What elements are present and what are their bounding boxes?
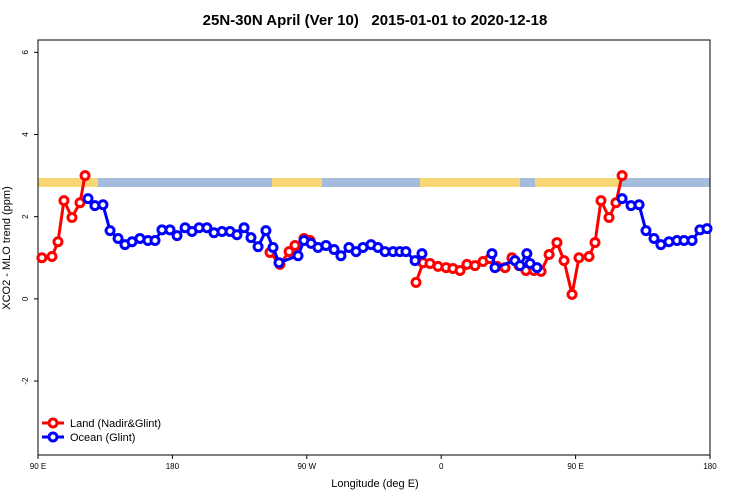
land-strip <box>272 178 322 187</box>
x-axis-label: Longitude (deg E) <box>331 478 418 490</box>
point <box>320 239 332 251</box>
point <box>289 239 301 251</box>
point <box>701 223 713 235</box>
point <box>543 248 555 260</box>
point <box>566 288 578 300</box>
point <box>46 251 58 263</box>
point <box>36 252 48 264</box>
series-line <box>41 175 624 295</box>
point <box>409 255 421 267</box>
land-ocean-strip <box>38 178 710 187</box>
point <box>410 276 422 288</box>
point <box>171 230 183 242</box>
point <box>74 197 86 209</box>
point <box>292 250 304 262</box>
point <box>551 237 563 249</box>
point <box>201 222 213 234</box>
point <box>573 252 585 264</box>
point <box>603 212 615 224</box>
chart-title: 25N-30N April (Ver 10) 2015-01-01 to 202… <box>203 12 548 29</box>
point <box>616 193 628 205</box>
x-tick-label: 0 <box>439 462 444 471</box>
point <box>260 225 272 237</box>
point <box>521 248 533 260</box>
point <box>595 195 607 207</box>
land-strip <box>420 178 520 187</box>
legend-marker <box>47 431 59 443</box>
point <box>633 199 645 211</box>
point <box>583 251 595 263</box>
point <box>514 260 526 272</box>
y-tick-label: 0 <box>21 296 30 301</box>
x-tick-label: 90 W <box>297 462 316 471</box>
point <box>52 236 64 248</box>
point <box>589 237 601 249</box>
y-tick-label: 4 <box>21 132 30 137</box>
land-strip <box>38 178 98 187</box>
point <box>82 193 94 205</box>
series <box>82 193 713 274</box>
point <box>149 235 161 247</box>
ocean-strip <box>38 178 710 187</box>
point <box>66 212 78 224</box>
plot-frame <box>37 39 711 456</box>
x-tick-label: 90 E <box>30 462 46 471</box>
point <box>267 242 279 253</box>
point <box>335 250 347 262</box>
y-axis-label: XCO2 - MLO trend (ppm) <box>1 186 13 309</box>
point <box>231 229 243 241</box>
point <box>416 248 428 260</box>
point <box>97 199 109 211</box>
point <box>400 246 412 258</box>
point <box>245 232 257 244</box>
land-strip <box>535 178 620 187</box>
y-tick-label: -2 <box>21 377 30 385</box>
point <box>648 232 660 244</box>
legend-label: Ocean (Glint) <box>70 432 135 444</box>
point <box>238 222 250 234</box>
point <box>616 170 628 182</box>
legend-marker <box>47 417 59 429</box>
point <box>531 262 543 274</box>
x-tick-label: 180 <box>703 462 717 471</box>
point <box>58 195 70 207</box>
point <box>454 265 466 277</box>
point <box>164 224 176 236</box>
x-tick-label: 180 <box>166 462 180 471</box>
point <box>79 170 91 182</box>
y-tick-label: 6 <box>21 50 30 55</box>
point <box>469 260 481 272</box>
x-tick-label: 90 E <box>567 462 583 471</box>
point <box>686 235 698 247</box>
point <box>104 225 116 237</box>
y-tick-label: 2 <box>21 214 30 219</box>
point <box>273 257 285 269</box>
point <box>640 225 652 237</box>
point <box>486 248 498 260</box>
point <box>252 241 264 253</box>
point <box>489 262 501 274</box>
point <box>283 246 295 258</box>
series <box>36 170 628 300</box>
point <box>328 244 340 256</box>
legend-label: Land (Nadir&Glint) <box>70 418 161 430</box>
point <box>558 255 570 267</box>
point <box>112 232 124 244</box>
